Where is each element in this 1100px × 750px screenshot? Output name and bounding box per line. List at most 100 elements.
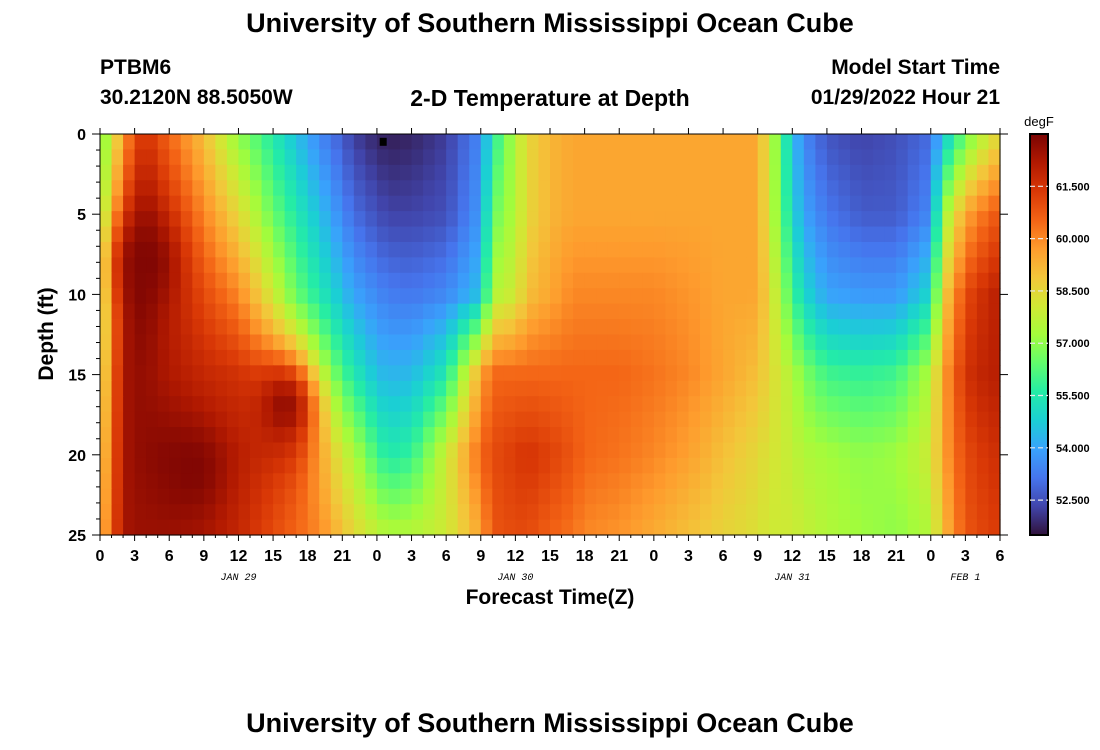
heatmap-cell	[930, 211, 943, 228]
heatmap-cell	[550, 288, 563, 305]
heatmap-cell	[469, 288, 482, 305]
heatmap-cell	[573, 288, 586, 305]
heatmap-cell	[215, 211, 228, 228]
heatmap-cell	[861, 241, 874, 258]
heatmap-cell	[630, 211, 643, 228]
heatmap-cell	[526, 211, 540, 228]
heatmap-cell	[123, 303, 136, 320]
heatmap-cell	[226, 288, 240, 305]
heatmap-cell	[746, 134, 759, 151]
heatmap-cell	[400, 149, 413, 166]
heatmap-cell	[526, 457, 540, 474]
heatmap-cell	[480, 164, 493, 181]
heatmap-cell	[630, 164, 643, 181]
heatmap-cell	[411, 272, 424, 289]
heatmap-cell	[319, 334, 332, 351]
heatmap-cell	[203, 211, 216, 228]
heatmap-cell	[838, 272, 851, 289]
heatmap-cell	[123, 164, 136, 181]
heatmap-cell	[873, 257, 886, 274]
heatmap-cell	[169, 164, 182, 181]
heatmap-cell	[965, 396, 978, 413]
heatmap-cell	[665, 427, 678, 444]
heatmap-cell	[803, 211, 816, 228]
heatmap-cell	[896, 134, 909, 151]
heatmap-cell	[607, 334, 620, 351]
heatmap-cell	[411, 288, 424, 305]
heatmap-cell	[953, 396, 966, 413]
heatmap-cell	[850, 334, 863, 351]
heatmap-cell	[976, 411, 990, 428]
heatmap-cell	[884, 365, 897, 382]
heatmap-cell	[873, 211, 886, 228]
heatmap-cell	[584, 257, 597, 274]
heatmap-cell	[676, 180, 690, 197]
heatmap-cell	[953, 349, 966, 366]
heatmap-cell	[411, 180, 424, 197]
heatmap-cell	[965, 272, 978, 289]
heatmap-cell	[423, 427, 436, 444]
heatmap-cell	[226, 519, 240, 536]
heatmap-cell	[919, 272, 932, 289]
heatmap-cell	[400, 380, 413, 397]
heatmap-cell	[988, 272, 1001, 289]
heatmap-cell	[492, 195, 505, 212]
y-tick-label: 20	[68, 448, 86, 465]
heatmap-cell	[561, 349, 574, 366]
heatmap-cell	[457, 195, 470, 212]
heatmap-cell	[815, 319, 828, 336]
heatmap-cell	[319, 488, 332, 505]
heatmap-cell	[492, 411, 505, 428]
heatmap-cell	[169, 519, 182, 536]
heatmap-cell	[226, 396, 240, 413]
heatmap-cell	[757, 211, 770, 228]
heatmap-cell	[792, 134, 805, 151]
heatmap-cell	[907, 457, 920, 474]
heatmap-cell	[919, 365, 932, 382]
heatmap-cell	[838, 334, 851, 351]
heatmap-cell	[942, 164, 955, 181]
heatmap-cell	[850, 473, 863, 490]
heatmap-cell	[238, 288, 251, 305]
heatmap-cell	[434, 488, 447, 505]
heatmap-cell	[873, 380, 886, 397]
heatmap-cell	[203, 427, 216, 444]
x-tick-label: 18	[576, 548, 594, 565]
heatmap-cell	[711, 257, 724, 274]
heatmap-cell	[757, 442, 770, 459]
x-tick-label: 3	[684, 548, 693, 565]
heatmap-cell	[365, 380, 378, 397]
heatmap-cell	[446, 180, 459, 197]
heatmap-cell	[226, 488, 240, 505]
heatmap-cell	[734, 272, 747, 289]
heatmap-cell	[157, 211, 170, 228]
heatmap-cell	[976, 180, 990, 197]
heatmap-cell	[723, 272, 736, 289]
heatmap-cell	[826, 149, 840, 166]
heatmap-cell	[503, 427, 516, 444]
heatmap-cell	[526, 488, 540, 505]
heatmap-cell	[711, 134, 724, 151]
heatmap-cell	[619, 442, 632, 459]
heatmap-cell	[261, 226, 274, 243]
heatmap-cell	[653, 349, 666, 366]
heatmap-cell	[457, 319, 470, 336]
heatmap-cell	[826, 380, 840, 397]
heatmap-cell	[550, 211, 563, 228]
heatmap-cell	[146, 488, 159, 505]
heatmap-cell	[850, 241, 863, 258]
heatmap-cell	[734, 134, 747, 151]
heatmap-cell	[769, 396, 782, 413]
heatmap-cell	[376, 272, 390, 289]
heatmap-cell	[596, 365, 609, 382]
heatmap-cell	[169, 195, 182, 212]
heatmap-cell	[469, 164, 482, 181]
heatmap-cell	[976, 488, 990, 505]
heatmap-cell	[942, 303, 955, 320]
heatmap-cell	[965, 504, 978, 521]
heatmap-cell	[723, 442, 736, 459]
heatmap-cell	[584, 427, 597, 444]
heatmap-cell	[203, 319, 216, 336]
heatmap-cell	[296, 396, 309, 413]
heatmap-cell	[815, 519, 828, 536]
